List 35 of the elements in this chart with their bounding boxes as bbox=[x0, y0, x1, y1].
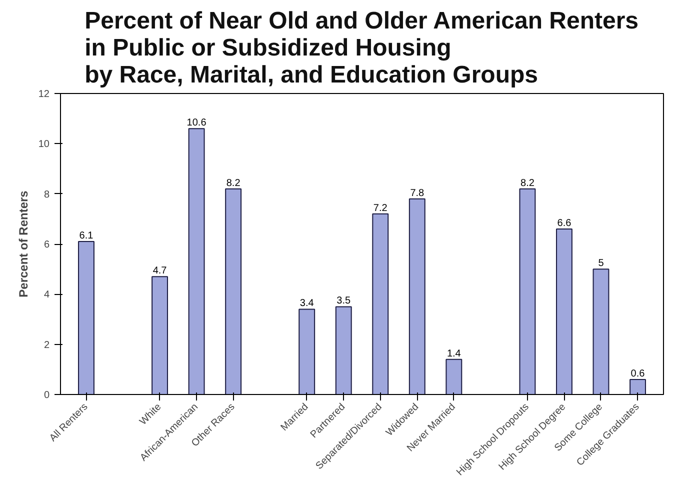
data-label: 6.6 bbox=[557, 218, 572, 229]
bar bbox=[630, 378, 646, 394]
y-tick-label: 6 bbox=[44, 240, 50, 250]
bar bbox=[592, 268, 610, 394]
data-label: 1.4 bbox=[446, 348, 462, 360]
y-tick-label: 8 bbox=[44, 189, 50, 200]
data-label: 5 bbox=[598, 258, 604, 270]
data-label: 3.5 bbox=[336, 296, 352, 307]
y-axis-title: Percent of Renters bbox=[16, 190, 30, 298]
bar bbox=[446, 358, 462, 394]
bar bbox=[152, 276, 168, 394]
data-label: 3.4 bbox=[300, 298, 314, 310]
bar bbox=[78, 240, 94, 394]
bar bbox=[188, 128, 205, 394]
data-label: 7.2 bbox=[373, 202, 388, 214]
y-tick-label: 0 bbox=[44, 390, 50, 401]
bar bbox=[519, 188, 536, 394]
bar bbox=[225, 188, 242, 394]
y-tick-label: 10 bbox=[38, 139, 50, 150]
bar bbox=[408, 198, 426, 394]
bar bbox=[372, 213, 389, 394]
data-label: 6.1 bbox=[79, 230, 94, 242]
data-label: 8.2 bbox=[226, 178, 241, 189]
data-label: 0.6 bbox=[630, 368, 646, 380]
y-tick-label: 12 bbox=[38, 89, 50, 100]
chart-title: Percent of Near Old and Older American Renters in Public or Subsidized Housing by Race, Marital, and Education Groups bbox=[84, 8, 639, 88]
y-tick-label: 2 bbox=[44, 340, 50, 351]
bar bbox=[298, 308, 316, 394]
data-label: 10.6 bbox=[186, 118, 207, 129]
data-label: 8.2 bbox=[520, 178, 535, 189]
data-label: 4.7 bbox=[152, 266, 168, 277]
bar bbox=[335, 306, 352, 394]
bar bbox=[556, 228, 572, 394]
y-tick-label: 4 bbox=[44, 290, 50, 301]
data-label: 7.8 bbox=[410, 188, 425, 199]
